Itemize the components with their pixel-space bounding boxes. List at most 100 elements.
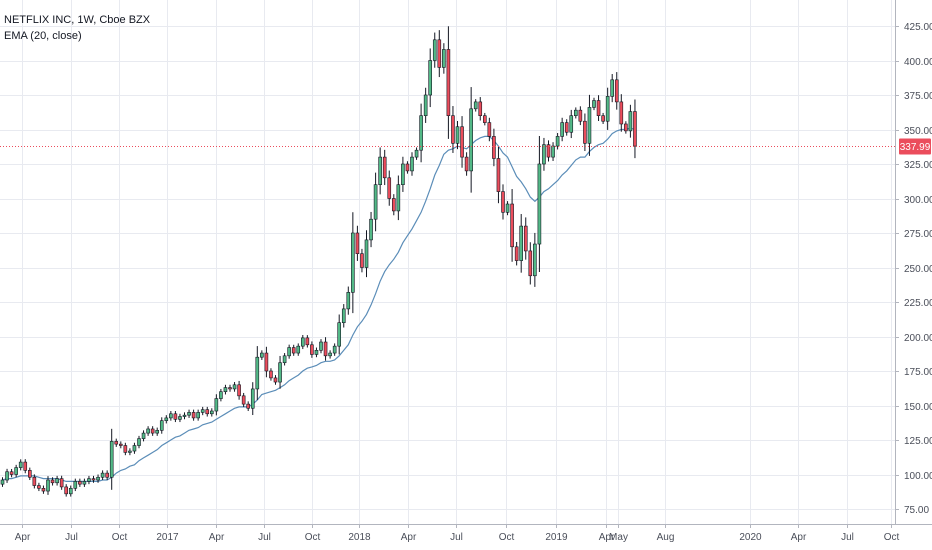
candle-body-up[interactable] xyxy=(519,225,524,261)
candle-body-down[interactable] xyxy=(237,384,241,397)
candle-body-up[interactable] xyxy=(0,479,5,485)
candle-body-up[interactable] xyxy=(473,101,478,110)
candle-body-up[interactable] xyxy=(169,413,173,419)
candle-body-up[interactable] xyxy=(442,49,446,68)
candle-body-up[interactable] xyxy=(141,432,146,439)
candle-body-up[interactable] xyxy=(132,445,137,452)
candle-body-up[interactable] xyxy=(187,412,191,416)
candle-body-up[interactable] xyxy=(68,487,73,495)
candle-body-up[interactable] xyxy=(146,428,150,434)
candle-body-down[interactable] xyxy=(310,344,314,355)
candle-body-up[interactable] xyxy=(260,352,264,358)
candle-body-down[interactable] xyxy=(578,109,583,122)
candle-body-down[interactable] xyxy=(355,232,360,255)
candle-body-down[interactable] xyxy=(305,337,310,346)
candle-body-up[interactable] xyxy=(5,471,9,481)
candle-body-up[interactable] xyxy=(341,308,346,323)
candle-body-up[interactable] xyxy=(423,94,428,117)
candle-body-up[interactable] xyxy=(250,388,255,409)
candle-body-up[interactable] xyxy=(182,414,187,417)
candle-body-down[interactable] xyxy=(464,156,469,172)
candle-body-up[interactable] xyxy=(109,441,114,478)
candle-body-down[interactable] xyxy=(9,471,14,475)
candle-body-up[interactable] xyxy=(592,100,596,108)
candle-body-up[interactable] xyxy=(100,472,105,478)
candle-body-up[interactable] xyxy=(300,337,305,347)
candle-body-up[interactable] xyxy=(232,384,237,390)
candle-body-up[interactable] xyxy=(410,156,414,172)
candle-body-up[interactable] xyxy=(542,144,546,165)
candle-body-up[interactable] xyxy=(605,96,610,122)
candle-body-down[interactable] xyxy=(514,246,519,261)
candle-body-up[interactable] xyxy=(587,107,592,144)
candle-body-down[interactable] xyxy=(191,412,196,419)
ema-line[interactable] xyxy=(2,127,636,482)
candle-body-down[interactable] xyxy=(564,122,569,133)
candle-body-down[interactable] xyxy=(119,443,123,446)
candle-body-up[interactable] xyxy=(455,126,460,144)
candle-body-up[interactable] xyxy=(200,409,205,413)
candle-body-down[interactable] xyxy=(496,158,501,192)
candle-body-up[interactable] xyxy=(159,420,164,431)
candle-body-down[interactable] xyxy=(27,470,32,478)
candle-body-down[interactable] xyxy=(487,122,492,137)
candle-body-down[interactable] xyxy=(78,481,82,485)
candle-body-down[interactable] xyxy=(64,486,68,495)
candle-body-down[interactable] xyxy=(105,472,109,478)
candle-body-up[interactable] xyxy=(73,481,78,489)
candle-body-up[interactable] xyxy=(469,108,473,172)
candle-body-up[interactable] xyxy=(82,481,87,485)
candle-body-down[interactable] xyxy=(323,341,328,357)
candle-body-up[interactable] xyxy=(155,430,159,434)
candle-body-down[interactable] xyxy=(246,403,250,409)
candle-body-up[interactable] xyxy=(432,39,437,61)
candle-body-up[interactable] xyxy=(278,362,282,383)
candle-body-down[interactable] xyxy=(273,377,278,383)
candle-body-down[interactable] xyxy=(205,409,210,415)
candle-body-down[interactable] xyxy=(37,485,41,489)
candle-body-up[interactable] xyxy=(96,476,100,481)
candle-body-down[interactable] xyxy=(382,156,387,179)
candle-body-down[interactable] xyxy=(460,126,464,158)
candle-body-up[interactable] xyxy=(555,136,560,147)
candle-body-down[interactable] xyxy=(528,250,533,277)
candle-body-down[interactable] xyxy=(23,461,28,471)
candle-body-up[interactable] xyxy=(364,239,369,268)
indicator-label[interactable]: EMA (20, close) xyxy=(4,30,82,42)
candle-body-up[interactable] xyxy=(428,60,433,96)
candle-body-up[interactable] xyxy=(505,203,510,213)
candle-body-down[interactable] xyxy=(114,441,119,445)
candle-body-up[interactable] xyxy=(346,292,351,310)
candle-body-up[interactable] xyxy=(332,345,337,354)
candle-body-down[interactable] xyxy=(596,100,601,116)
candle-body-up[interactable] xyxy=(551,145,555,158)
candle-body-up[interactable] xyxy=(414,149,419,158)
candle-body-up[interactable] xyxy=(628,111,633,132)
candle-body-up[interactable] xyxy=(610,79,615,97)
candle-body-down[interactable] xyxy=(478,101,483,117)
candle-body-down[interactable] xyxy=(41,487,46,492)
candle-body-down[interactable] xyxy=(583,120,587,144)
candle-body-down[interactable] xyxy=(228,387,232,390)
candle-body-up[interactable] xyxy=(219,391,223,399)
candle-body-up[interactable] xyxy=(214,398,219,412)
candle-body-up[interactable] xyxy=(351,232,355,293)
candle-body-down[interactable] xyxy=(360,253,364,268)
candle-body-up[interactable] xyxy=(137,438,141,446)
candle-body-down[interactable] xyxy=(523,225,528,252)
candle-body-down[interactable] xyxy=(546,144,551,158)
candle-body-up[interactable] xyxy=(196,412,200,419)
candle-body-up[interactable] xyxy=(164,417,169,421)
candle-body-down[interactable] xyxy=(624,123,628,132)
candle-body-down[interactable] xyxy=(150,428,155,434)
candle-body-down[interactable] xyxy=(391,198,396,212)
candle-body-up[interactable] xyxy=(178,416,182,420)
candle-body-up[interactable] xyxy=(573,109,578,117)
candle-body-up[interactable] xyxy=(14,467,18,475)
candle-body-down[interactable] xyxy=(241,395,246,405)
price-axis[interactable]: 75.00 100.00 125.00 150.00 175.00 200.00 225.0… xyxy=(895,22,932,516)
candle-body-down[interactable] xyxy=(173,413,178,420)
candle-body-down[interactable] xyxy=(510,203,514,248)
candle-body-up[interactable] xyxy=(223,387,228,392)
